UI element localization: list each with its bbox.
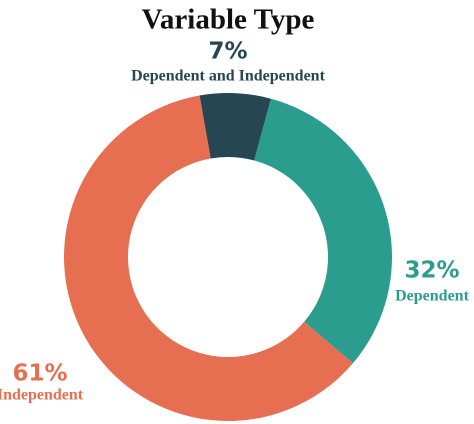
category-label: Independent (0, 387, 84, 404)
donut-slice (199, 93, 271, 161)
category-label: Dependent and Independent (131, 68, 326, 85)
donut-slice (63, 95, 353, 422)
chart-title: Variable Type (142, 4, 315, 36)
donut-slice (254, 98, 392, 364)
category-label: Dependent (395, 288, 469, 305)
value-label: 7% (208, 39, 247, 65)
value-label: 32% (404, 258, 459, 284)
value-label: 61% (12, 361, 67, 387)
